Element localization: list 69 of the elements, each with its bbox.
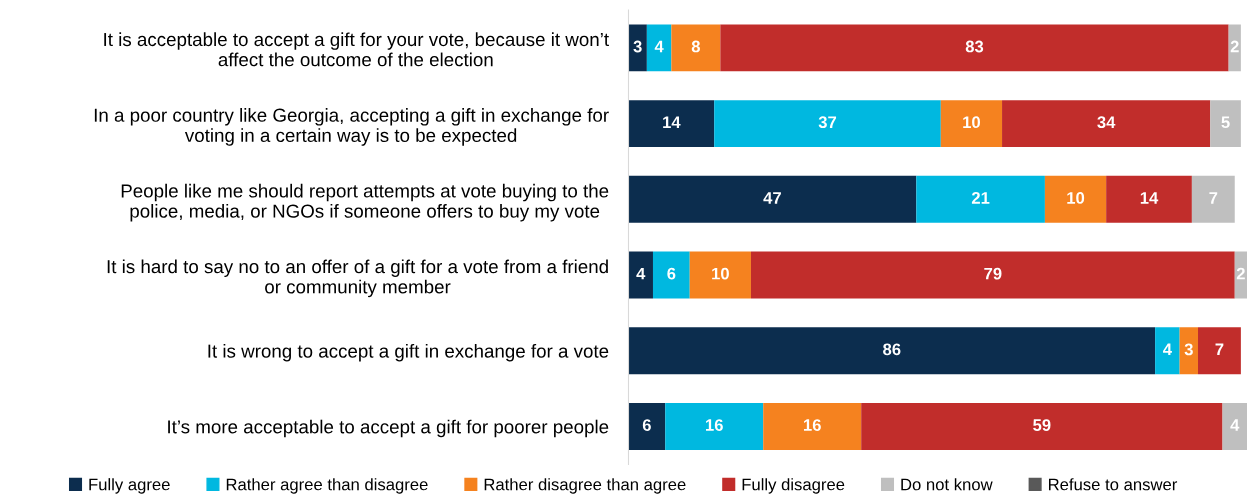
data-label: 16 <box>706 419 723 431</box>
bar <box>1106 175 1192 223</box>
data-label: 4 <box>1230 419 1240 431</box>
y-tick-label: It is acceptable to accept a gift for your vote, because it won’t affect the outcome of the election <box>104 32 609 67</box>
data-label: 2 <box>1236 267 1245 280</box>
data-label: 14 <box>1140 192 1159 204</box>
data-label: 16 <box>803 419 821 431</box>
data-label: 7 <box>1215 343 1224 356</box>
legend-label: Fully disagree <box>742 478 845 494</box>
data-label: 8 <box>691 40 700 53</box>
bar <box>1155 327 1180 375</box>
legend-label: Do not know <box>901 478 993 491</box>
data-label: 6 <box>667 267 676 280</box>
bar <box>628 175 917 223</box>
bar <box>665 403 764 450</box>
data-label: 34 <box>1097 116 1116 129</box>
y-tick-label: It is wrong to accept a gift in exchange for a vote <box>208 343 609 362</box>
data-label: 4 <box>1163 343 1172 356</box>
data-label: 4 <box>636 267 646 280</box>
bar <box>750 251 1235 299</box>
bar <box>1222 403 1247 450</box>
bar <box>628 24 647 72</box>
data-label: 3 <box>633 40 642 53</box>
bar <box>1210 100 1241 148</box>
bar <box>1228 24 1241 72</box>
bar <box>916 175 1045 223</box>
bar <box>671 24 721 72</box>
data-label: 5 <box>1221 116 1230 129</box>
legend-label: Rather agree than disagree <box>226 478 428 494</box>
data-label: 86 <box>883 343 901 356</box>
bar <box>628 327 1156 375</box>
data-label: 6 <box>642 419 651 431</box>
data-label: 59 <box>1033 419 1051 431</box>
bar <box>1179 327 1199 375</box>
bar <box>720 24 1229 72</box>
bar <box>628 100 715 148</box>
bar <box>652 251 690 299</box>
bar <box>714 100 941 148</box>
data-label: 14 <box>663 116 681 128</box>
data-label: 21 <box>971 192 990 204</box>
legend-label: Rather disagree than agree <box>484 478 686 494</box>
data-label: 3 <box>1184 343 1193 356</box>
y-tick-label: It’s more acceptable to accept a gift for poorer people <box>168 419 609 438</box>
data-label: 47 <box>763 192 781 204</box>
data-label: 10 <box>1067 192 1085 204</box>
bar <box>763 403 862 450</box>
data-label: 4 <box>654 40 664 53</box>
data-label: 7 <box>1209 192 1218 204</box>
data-label: 79 <box>984 267 1002 280</box>
bar <box>628 251 653 299</box>
data-label: 37 <box>818 116 837 129</box>
bar <box>861 403 1223 450</box>
bar <box>628 403 666 450</box>
y-tick-label: It is hard to say no to an offer of a gift for a vote from a friend or community member <box>107 259 608 298</box>
bar <box>1002 100 1211 148</box>
bar <box>1198 327 1241 375</box>
bar <box>689 251 751 299</box>
legend-label: Fully agree <box>89 478 170 494</box>
data-label: 83 <box>965 40 984 53</box>
bar <box>1044 175 1107 223</box>
data-label: 2 <box>1230 40 1239 53</box>
bar <box>940 100 1003 148</box>
y-tick-label: People like me should report attempts at vote buying to the police, media, or NGOs if someone offers to buy my vote <box>121 183 609 222</box>
data-label: 10 <box>712 267 729 280</box>
legend-label: Refuse to answer <box>1049 478 1178 491</box>
data-label: 10 <box>963 116 981 129</box>
y-tick-label: In a poor country like Georgia, accepting a gift in exchange for voting in a certain way is to be expected <box>94 108 609 146</box>
bar <box>646 24 672 72</box>
bar <box>1191 175 1235 223</box>
